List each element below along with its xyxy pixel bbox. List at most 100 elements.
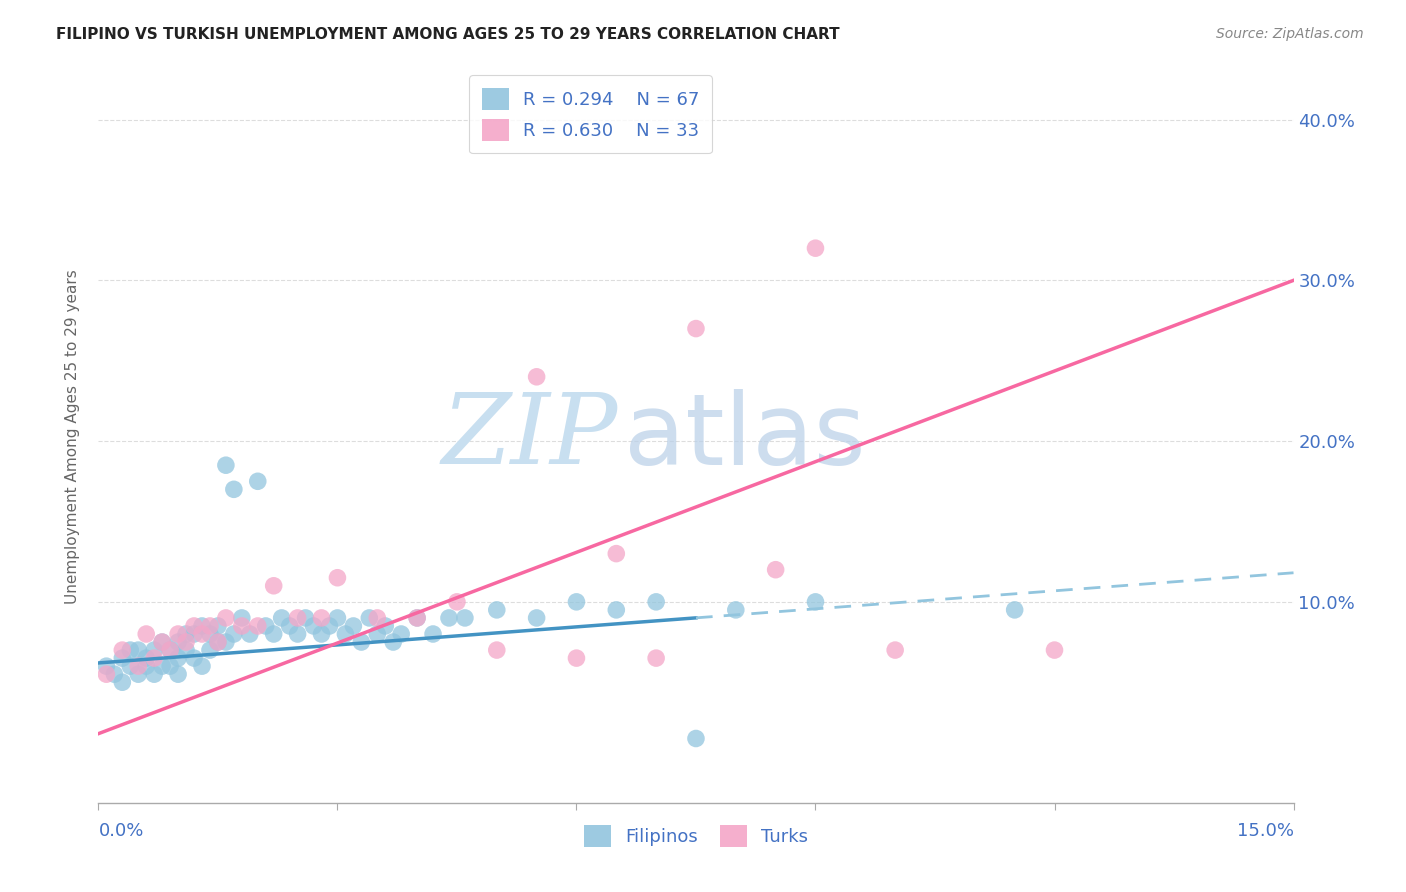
Point (215, 611, 238, 625)
Point (111, 675, 134, 690)
Point (685, 731, 707, 746)
Point (111, 643, 134, 657)
Point (804, 241, 827, 255)
Point (231, 611, 253, 625)
Point (605, 603, 627, 617)
Point (350, 635, 373, 649)
Point (167, 651, 190, 665)
Point (302, 619, 325, 633)
Point (207, 635, 229, 649)
Point (198, 643, 221, 657)
Point (724, 603, 747, 617)
Point (111, 651, 134, 665)
Point (222, 483, 245, 497)
Point (191, 659, 214, 673)
Point (96, 659, 118, 673)
Point (167, 667, 190, 681)
Point (246, 619, 269, 633)
Point (485, 643, 508, 657)
Point (406, 611, 429, 625)
Point (1004, 603, 1026, 617)
Point (326, 611, 349, 625)
Point (326, 571, 349, 585)
Point (183, 651, 205, 665)
Point (150, 635, 173, 649)
Point (342, 619, 364, 633)
Text: FILIPINO VS TURKISH UNEMPLOYMENT AMONG AGES 25 TO 29 YEARS CORRELATION CHART: FILIPINO VS TURKISH UNEMPLOYMENT AMONG A… (56, 27, 839, 42)
Point (183, 619, 205, 633)
Point (215, 458, 238, 473)
Point (120, 643, 142, 657)
Point (246, 475, 269, 489)
Point (382, 635, 405, 649)
Point (143, 651, 166, 665)
Point (135, 659, 157, 673)
Point (287, 611, 309, 625)
Point (198, 627, 221, 641)
Point (318, 619, 340, 633)
Point (270, 611, 292, 625)
Point (565, 651, 588, 665)
Point (263, 579, 285, 593)
Point (311, 627, 333, 641)
Point (143, 667, 166, 681)
Y-axis label: Unemployment Among Ages 25 to 29 years: Unemployment Among Ages 25 to 29 years (65, 269, 80, 605)
Point (263, 627, 285, 641)
Point (437, 611, 460, 625)
Point (366, 611, 388, 625)
Point (804, 595, 827, 609)
Point (239, 627, 262, 641)
Point (526, 611, 548, 625)
Point (103, 667, 125, 681)
Point (191, 619, 214, 633)
Point (127, 643, 149, 657)
Point (765, 563, 787, 577)
Point (287, 627, 309, 641)
Point (884, 643, 907, 657)
Point (159, 643, 181, 657)
Point (120, 659, 142, 673)
Point (454, 611, 477, 625)
Point (96, 667, 118, 681)
Point (150, 635, 173, 649)
Point (207, 619, 229, 633)
Point (191, 627, 214, 641)
Point (207, 635, 229, 649)
Point (389, 627, 412, 641)
Point (685, 321, 707, 335)
Point (174, 635, 197, 649)
Point (159, 643, 181, 657)
Point (526, 369, 548, 384)
Point (1043, 643, 1066, 657)
Point (294, 611, 316, 625)
Point (215, 635, 238, 649)
Point (645, 651, 668, 665)
Point (406, 611, 429, 625)
Point (422, 627, 444, 641)
Point (135, 627, 157, 641)
Point (167, 635, 190, 649)
Legend: Filipinos, Turks: Filipinos, Turks (576, 818, 815, 854)
Point (159, 659, 181, 673)
Text: atlas: atlas (624, 389, 866, 485)
Text: Source: ZipAtlas.com: Source: ZipAtlas.com (1216, 27, 1364, 41)
Point (359, 611, 381, 625)
Point (565, 595, 588, 609)
Point (167, 627, 190, 641)
Point (446, 595, 468, 609)
Text: 0.0%: 0.0% (98, 822, 143, 840)
Text: ZIP: ZIP (441, 390, 619, 484)
Point (311, 611, 333, 625)
Point (143, 643, 166, 657)
Point (135, 651, 157, 665)
Point (231, 619, 253, 633)
Point (645, 595, 668, 609)
Point (150, 659, 173, 673)
Point (374, 619, 396, 633)
Text: 15.0%: 15.0% (1236, 822, 1294, 840)
Point (335, 627, 357, 641)
Point (183, 627, 205, 641)
Point (222, 627, 245, 641)
Point (127, 667, 149, 681)
Point (605, 547, 627, 561)
